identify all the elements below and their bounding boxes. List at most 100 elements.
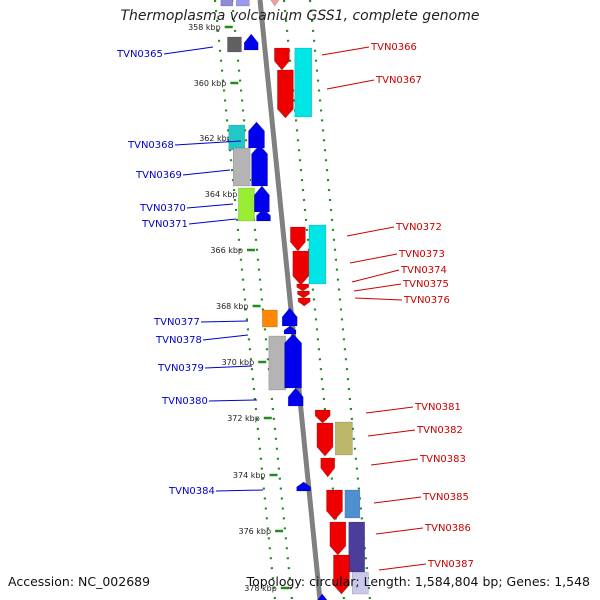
gene-arrow-tvn0367[interactable] (277, 69, 294, 119)
gene-label-tvn0372[interactable]: TVN0372 (395, 222, 442, 233)
gene-label-tvn0383[interactable]: TVN0383 (419, 454, 466, 465)
leader-line-tvn0373 (349, 253, 398, 264)
position-label: 360 kbp (194, 79, 227, 88)
gene-arrow-upstream-rev[interactable] (269, 0, 281, 7)
gene-arrow-upstream[interactable] (236, 0, 250, 7)
gene-arrow-tvn0365[interactable] (243, 33, 259, 51)
gene-label-tvn0367[interactable]: TVN0367 (375, 75, 422, 86)
gene-label-tvn0368[interactable]: TVN0368 (127, 140, 174, 151)
leader-line-tvn0377 (200, 320, 249, 323)
gene-arrow-downstream[interactable] (315, 593, 329, 600)
gene-box-tvn0379[interactable] (268, 335, 287, 391)
genome-backbone (257, 0, 323, 600)
gene-box-tvn0385[interactable] (344, 489, 361, 519)
map-title: Thermoplasma volcanium GSS1, complete ge… (120, 8, 480, 24)
gene-arrow-tvn0368[interactable] (248, 121, 265, 149)
leader-line-tvn0379 (204, 365, 253, 369)
gene-arrow-tvn0376[interactable] (297, 297, 311, 307)
leader-line-tvn0386 (375, 527, 424, 535)
leader-line-tvn0385 (373, 496, 422, 504)
gene-label-tvn0381[interactable]: TVN0381 (414, 402, 461, 413)
gene-box-tvn0365[interactable] (227, 36, 242, 53)
gene-arrow-tvn0366[interactable] (274, 47, 290, 71)
gene-arrow-tvn0379[interactable] (284, 333, 302, 389)
gene-arrow-tvn0373[interactable] (292, 250, 310, 286)
gene-arrow-tvn0374[interactable] (296, 283, 310, 292)
gene-arrow-tvn0371[interactable] (256, 208, 271, 222)
gene-arrow-tvn0378[interactable] (283, 325, 297, 335)
gene-box-tvn0387[interactable] (351, 571, 369, 595)
gene-label-tvn0380[interactable]: TVN0380 (161, 396, 208, 407)
track-inner-left (230, 0, 294, 600)
leader-line-tvn0365 (163, 46, 214, 55)
gene-box-tvn0377[interactable] (262, 309, 278, 328)
gene-arrow-tvn0382[interactable] (316, 422, 334, 457)
position-label: 368 kbp (216, 302, 249, 311)
leader-line-tvn0368 (174, 140, 242, 146)
gene-box-upstream[interactable] (220, 0, 234, 7)
gene-label-tvn0369[interactable]: TVN0369 (135, 170, 182, 181)
position-label: 374 kbp (233, 471, 266, 480)
gene-label-tvn0384[interactable]: TVN0384 (168, 486, 215, 497)
leader-line-tvn0384 (215, 489, 264, 492)
gene-label-tvn0371[interactable]: TVN0371 (141, 219, 188, 230)
gene-label-tvn0365[interactable]: TVN0365 (116, 49, 163, 60)
gene-label-tvn0377[interactable]: TVN0377 (153, 317, 200, 328)
leader-line-tvn0370 (186, 203, 234, 209)
gene-box-tvn0370[interactable] (238, 187, 255, 222)
position-label: 358 kbp (188, 23, 221, 32)
leader-line-tvn0376 (354, 297, 403, 301)
position-label: 362 kbp (199, 134, 232, 143)
gene-arrow-tvn0387[interactable] (333, 554, 350, 595)
gene-label-tvn0370[interactable]: TVN0370 (139, 203, 186, 214)
gene-box-tvn0368[interactable] (228, 124, 246, 151)
gene-box-tvn0382[interactable] (335, 421, 353, 456)
gene-arrow-tvn0385[interactable] (326, 489, 343, 521)
position-label: 366 kbp (210, 246, 243, 255)
leader-line-tvn0366 (321, 46, 370, 56)
gene-box-tvn0373[interactable] (308, 224, 327, 285)
gene-arrow-tvn0369[interactable] (251, 144, 268, 187)
gene-arrow-tvn0380[interactable] (287, 387, 304, 407)
leader-line-tvn0380 (208, 399, 258, 402)
leader-line-tvn0372 (346, 226, 395, 237)
gene-arrow-tvn0381[interactable] (314, 409, 331, 424)
position-label: 378 kbp (244, 584, 277, 593)
gene-label-tvn0373[interactable]: TVN0373 (398, 249, 445, 260)
gene-label-tvn0387[interactable]: TVN0387 (427, 559, 474, 570)
leader-line-tvn0375 (353, 283, 402, 292)
gene-arrow-tvn0386[interactable] (329, 521, 347, 556)
gene-label-tvn0375[interactable]: TVN0375 (402, 279, 449, 290)
position-label: 372 kbp (227, 414, 260, 423)
position-label: 376 kbp (238, 527, 271, 536)
leader-line-tvn0367 (326, 79, 375, 90)
gene-label-tvn0374[interactable]: TVN0374 (400, 265, 447, 276)
gene-arrow-tvn0372[interactable] (290, 226, 306, 252)
gene-arrow-tvn0384[interactable] (296, 481, 311, 492)
gene-box-tvn0369[interactable] (232, 147, 251, 187)
topology-label: Topology: circular; Length: 1,584,804 bp… (246, 574, 590, 589)
position-label: 370 kbp (222, 358, 255, 367)
accession-label: Accession: NC_002689 (8, 574, 151, 589)
leader-line-tvn0381 (365, 406, 414, 414)
position-label: 364 kbp (205, 190, 238, 199)
gene-label-tvn0385[interactable]: TVN0385 (422, 492, 469, 503)
leader-line-tvn0383 (370, 458, 419, 466)
gene-label-tvn0366[interactable]: TVN0366 (370, 42, 417, 53)
track-outer-left (213, 0, 277, 600)
gene-arrow-tvn0383[interactable] (320, 457, 336, 478)
gene-label-tvn0379[interactable]: TVN0379 (157, 363, 204, 374)
track-outer-right (308, 0, 372, 600)
gene-box-tvn0367[interactable] (294, 47, 313, 118)
gene-box-tvn0386[interactable] (348, 521, 366, 573)
gene-label-tvn0378[interactable]: TVN0378 (155, 335, 202, 346)
gene-label-tvn0386[interactable]: TVN0386 (424, 523, 471, 534)
gene-arrow-tvn0370[interactable] (254, 185, 270, 213)
leader-line-tvn0371 (188, 218, 237, 225)
gene-label-tvn0382[interactable]: TVN0382 (416, 425, 463, 436)
gene-arrow-tvn0375[interactable] (297, 290, 310, 299)
gene-label-tvn0376[interactable]: TVN0376 (403, 295, 450, 306)
gene-arrow-tvn0377[interactable] (281, 307, 298, 327)
